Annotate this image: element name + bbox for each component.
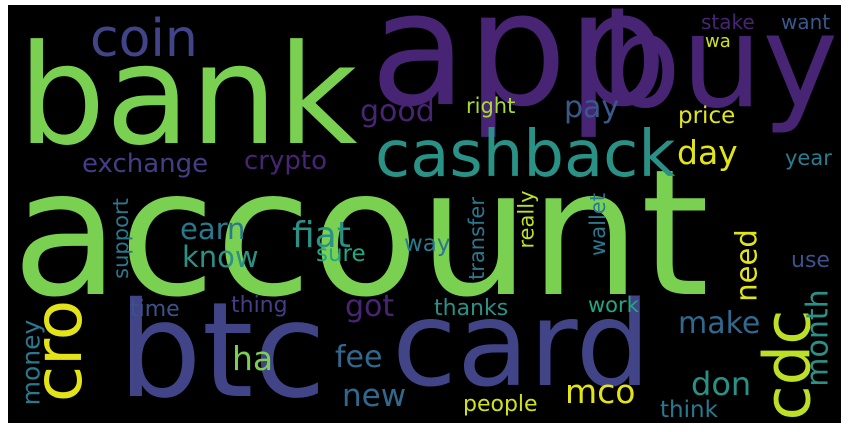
word-right: right — [466, 94, 516, 118]
word-coin: coin — [90, 9, 198, 69]
word-cloud: account bank app buy btc card cashback c… — [8, 5, 841, 423]
word-day: day — [677, 133, 738, 172]
word-wallet: wallet — [585, 193, 610, 256]
word-need: need — [729, 229, 764, 302]
word-stake: stake — [701, 10, 755, 34]
word-know: know — [182, 240, 259, 274]
word-price: price — [678, 103, 736, 129]
word-account: account — [12, 133, 710, 336]
word-buy: buy — [600, 5, 839, 137]
word-really: really — [514, 190, 539, 249]
word-make: make — [678, 306, 761, 341]
word-money: money — [16, 319, 46, 406]
word-app: app — [370, 5, 668, 142]
word-work: work — [588, 293, 639, 317]
word-cashback: cashback — [375, 118, 676, 192]
word-crypto: crypto — [244, 146, 327, 176]
word-new: new — [342, 378, 407, 414]
word-don: don — [691, 365, 752, 403]
word-support: support — [108, 198, 133, 279]
word-thing: thing — [231, 293, 288, 318]
word-fiat: fiat — [292, 215, 351, 256]
word-earn: earn — [180, 212, 246, 246]
word-thanks: thanks — [434, 296, 509, 321]
word-fee: fee — [335, 340, 383, 375]
word-transfer: transfer — [464, 197, 489, 280]
word-think: think — [660, 397, 718, 423]
word-people: people — [463, 392, 538, 417]
word-exchange: exchange — [82, 149, 209, 179]
word-use: use — [791, 248, 830, 273]
word-wa: wa — [705, 31, 731, 52]
word-month: month — [800, 289, 836, 387]
word-btc: btc — [118, 274, 327, 423]
word-want: want — [781, 10, 831, 34]
word-pay: pay — [564, 90, 620, 125]
word-way: way — [404, 231, 451, 257]
word-card: card — [392, 275, 651, 413]
word-time: time — [130, 297, 180, 322]
word-good: good — [360, 94, 435, 129]
word-mco: mco — [565, 372, 636, 411]
word-got: got — [345, 289, 395, 324]
word-ha: ha — [232, 339, 274, 378]
word-year: year — [785, 146, 832, 170]
word-bank: bank — [18, 15, 358, 176]
word-sure: sure — [316, 241, 366, 267]
